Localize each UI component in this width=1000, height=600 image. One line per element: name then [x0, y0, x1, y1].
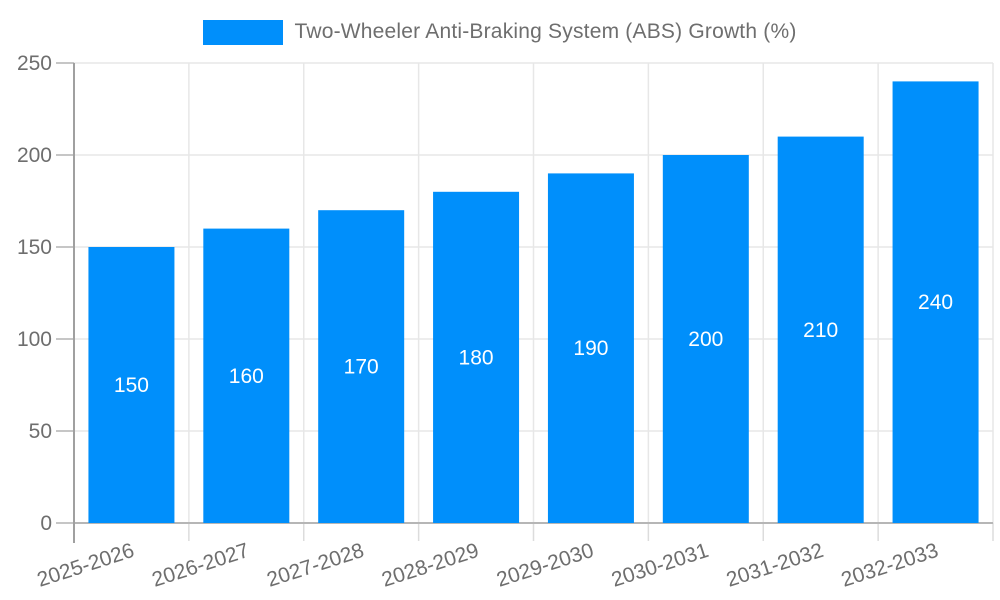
bar[interactable] [203, 228, 290, 523]
y-tick-label: 200 [17, 144, 52, 167]
y-tick-label: 0 [40, 512, 52, 535]
x-tick-label: 2031-2032 [724, 539, 827, 592]
y-tick-label: 100 [17, 328, 52, 351]
bar[interactable] [777, 136, 864, 523]
bar[interactable] [547, 173, 634, 523]
x-tick-label: 2029-2030 [494, 539, 597, 592]
bar[interactable] [88, 247, 175, 523]
bar-value-label: 160 [229, 365, 264, 388]
y-tick-label: 50 [29, 420, 52, 443]
bar-value-label: 170 [344, 356, 379, 379]
legend-label: Two-Wheeler Anti-Braking System (ABS) Gr… [294, 20, 797, 43]
bar-value-label: 150 [114, 374, 149, 397]
bar-value-label: 180 [459, 346, 494, 369]
bar[interactable] [892, 81, 979, 524]
bar[interactable] [662, 155, 749, 523]
bar[interactable] [318, 210, 405, 523]
bar-value-label: 240 [918, 291, 953, 314]
bar-value-label: 210 [803, 319, 838, 342]
legend-item[interactable]: Two-Wheeler Anti-Braking System (ABS) Gr… [0, 17, 1000, 47]
x-tick-label: 2026-2027 [149, 539, 252, 592]
x-tick-label: 2027-2028 [264, 539, 367, 592]
y-tick-label: 150 [17, 236, 52, 259]
x-tick-label: 2032-2033 [838, 539, 941, 592]
bar-value-label: 200 [688, 328, 723, 351]
bar[interactable] [433, 191, 520, 524]
x-tick-label: 2025-2026 [34, 539, 137, 592]
y-tick-label: 250 [17, 52, 52, 75]
bar-value-label: 190 [573, 337, 608, 360]
x-tick-label: 2030-2031 [609, 539, 712, 592]
x-tick-label: 2028-2029 [379, 539, 482, 592]
legend-swatch [203, 19, 284, 45]
